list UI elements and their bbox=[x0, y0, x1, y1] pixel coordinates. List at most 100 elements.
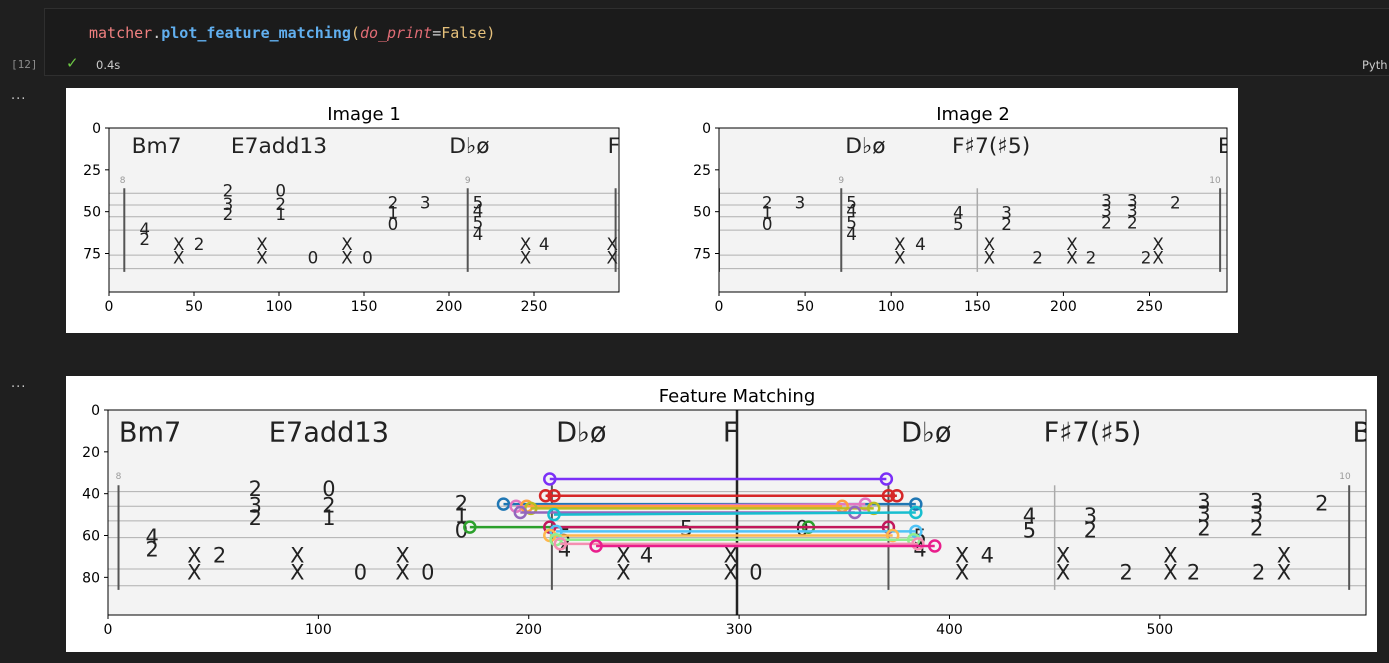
match-keypoint-right bbox=[885, 528, 900, 543]
image-1-x-tick-label: 250 bbox=[521, 299, 548, 315]
match-keypoint-left bbox=[543, 472, 557, 486]
chord-name: E7add13 bbox=[231, 134, 327, 159]
chord-name: E7add13 bbox=[269, 417, 389, 448]
execution-duration: 0.4s bbox=[96, 58, 121, 72]
chord-name: D♭ø bbox=[901, 417, 951, 448]
tab-number: X bbox=[1152, 234, 1163, 254]
tab-number: 4 bbox=[953, 202, 964, 222]
tab-number: 5 bbox=[473, 192, 484, 212]
image-1-y-tick-label: 50 bbox=[83, 205, 101, 221]
tab-number: 3 bbox=[1001, 202, 1012, 222]
match-keypoint-right bbox=[890, 489, 904, 503]
match-line bbox=[553, 511, 916, 516]
tab-number: 5 bbox=[846, 212, 857, 232]
chord-name: B bbox=[1352, 417, 1371, 448]
tab-number: X bbox=[1066, 248, 1077, 268]
image-2-x-tick-label: 50 bbox=[796, 299, 814, 315]
image-2-title: Image 2 bbox=[936, 104, 1010, 125]
tab-number: X bbox=[1277, 560, 1291, 584]
tab-number: 2 bbox=[223, 181, 234, 201]
output-figure-2: Bm7 E7add13 D♭ø F D♭ø F♯7(♯5) B 4 2 X X 2 2 3 2 X X 0 2 1 0 X… bbox=[66, 376, 1377, 652]
match-keypoint-left bbox=[463, 520, 477, 534]
tab-number: 2 bbox=[388, 192, 399, 212]
tab-number: 2 bbox=[455, 491, 468, 515]
tab-number: X bbox=[1152, 248, 1163, 268]
tab-number: 3 bbox=[1197, 489, 1210, 513]
tab-number: 4 bbox=[640, 544, 653, 568]
tab-number: 2 bbox=[249, 506, 262, 530]
code-dot: . bbox=[152, 24, 162, 42]
tab-number: 3 bbox=[420, 192, 431, 212]
tab-number: 2 bbox=[1127, 212, 1138, 232]
match-keypoint-right bbox=[927, 539, 942, 553]
measure-number: 10 bbox=[1209, 176, 1221, 186]
tab-number: 4 bbox=[139, 219, 150, 239]
tab-number: X bbox=[173, 248, 184, 268]
image-2-image-area bbox=[719, 128, 1227, 292]
tab-number: 2 bbox=[1250, 517, 1263, 541]
tab-number: 0 bbox=[275, 181, 286, 201]
tab-number: 0 bbox=[762, 214, 773, 234]
tab-number: 2 bbox=[275, 194, 286, 214]
tab-number: X bbox=[256, 248, 267, 268]
feature-matching-x-tick-label: 300 bbox=[726, 622, 753, 638]
tab-number: X bbox=[1163, 544, 1177, 568]
feature-matching-y-tick-label: 40 bbox=[82, 487, 100, 503]
image-1-title: Image 1 bbox=[327, 104, 401, 125]
measure-number: 8 bbox=[120, 176, 126, 186]
tab-number: 2 bbox=[213, 544, 226, 568]
tab-number: 0 bbox=[749, 560, 762, 584]
feature-matching-x-tick-label: 0 bbox=[104, 622, 113, 638]
output-more-button-2[interactable]: ... bbox=[11, 376, 27, 391]
tab-number: 5 bbox=[846, 192, 857, 212]
code-paren-close: ) bbox=[486, 24, 496, 42]
execution-count: [12] bbox=[11, 58, 38, 71]
code-cell[interactable] bbox=[44, 8, 1389, 76]
tab-number: 2 bbox=[223, 204, 234, 224]
tab-number: 2 bbox=[1084, 519, 1097, 543]
tab-number: 3 bbox=[223, 194, 234, 214]
tab-number: 2 bbox=[1086, 248, 1097, 268]
tab-number: 3 bbox=[1250, 489, 1263, 513]
tab-number: 2 bbox=[1252, 560, 1265, 584]
feature-matching-x-tick-label: 100 bbox=[305, 622, 332, 638]
tab-number: 1 bbox=[455, 504, 468, 528]
match-keypoint-left bbox=[496, 497, 511, 511]
measure-number: 10 bbox=[1339, 472, 1351, 482]
feature-matching-frame bbox=[107, 409, 1367, 616]
kernel-language[interactable]: Pyth bbox=[1362, 58, 1388, 72]
tab-number: X bbox=[724, 544, 738, 568]
tab-number: 2 bbox=[1101, 212, 1112, 232]
image-1-image-area bbox=[109, 128, 619, 292]
tab-number: 4 bbox=[146, 525, 159, 549]
feature-matching-title: Feature Matching bbox=[659, 386, 816, 407]
tab-number: 1 bbox=[388, 202, 399, 222]
tab-number: X bbox=[1066, 234, 1077, 254]
tab-number: X bbox=[341, 248, 352, 268]
horizontal-scrollbar[interactable] bbox=[60, 341, 1380, 349]
tab-number: X bbox=[520, 248, 531, 268]
tab-number: 4 bbox=[1023, 504, 1036, 528]
code-value: False bbox=[441, 24, 487, 42]
code-paren-open: ( bbox=[350, 24, 360, 42]
tab-number: 0 bbox=[322, 477, 335, 501]
tab-number: X bbox=[256, 234, 267, 254]
tab-number: 5 bbox=[680, 517, 693, 541]
output-more-button-1[interactable]: ... bbox=[11, 88, 27, 103]
chord-name: D♭ø bbox=[556, 417, 606, 448]
chord-name: Bm7 bbox=[132, 134, 182, 159]
tab-number: 2 bbox=[1141, 248, 1152, 268]
tab-number: 2 bbox=[194, 234, 205, 254]
tab-number: 2 bbox=[1170, 192, 1181, 212]
code-line[interactable]: matcher.plot_feature_matching(do_print=F… bbox=[89, 24, 495, 42]
tab-number: X bbox=[955, 560, 969, 584]
match-keypoint-right bbox=[909, 505, 923, 520]
image-2-frame bbox=[718, 127, 1228, 293]
feature-matching-y-tick-label: 80 bbox=[82, 570, 100, 586]
image-1-x-tick-label: 50 bbox=[185, 299, 203, 315]
chord-name: D♭ø bbox=[845, 134, 885, 159]
tab-number: 3 bbox=[1084, 504, 1097, 528]
match-keypoint-right bbox=[909, 524, 923, 539]
tab-number: 2 bbox=[322, 494, 335, 518]
